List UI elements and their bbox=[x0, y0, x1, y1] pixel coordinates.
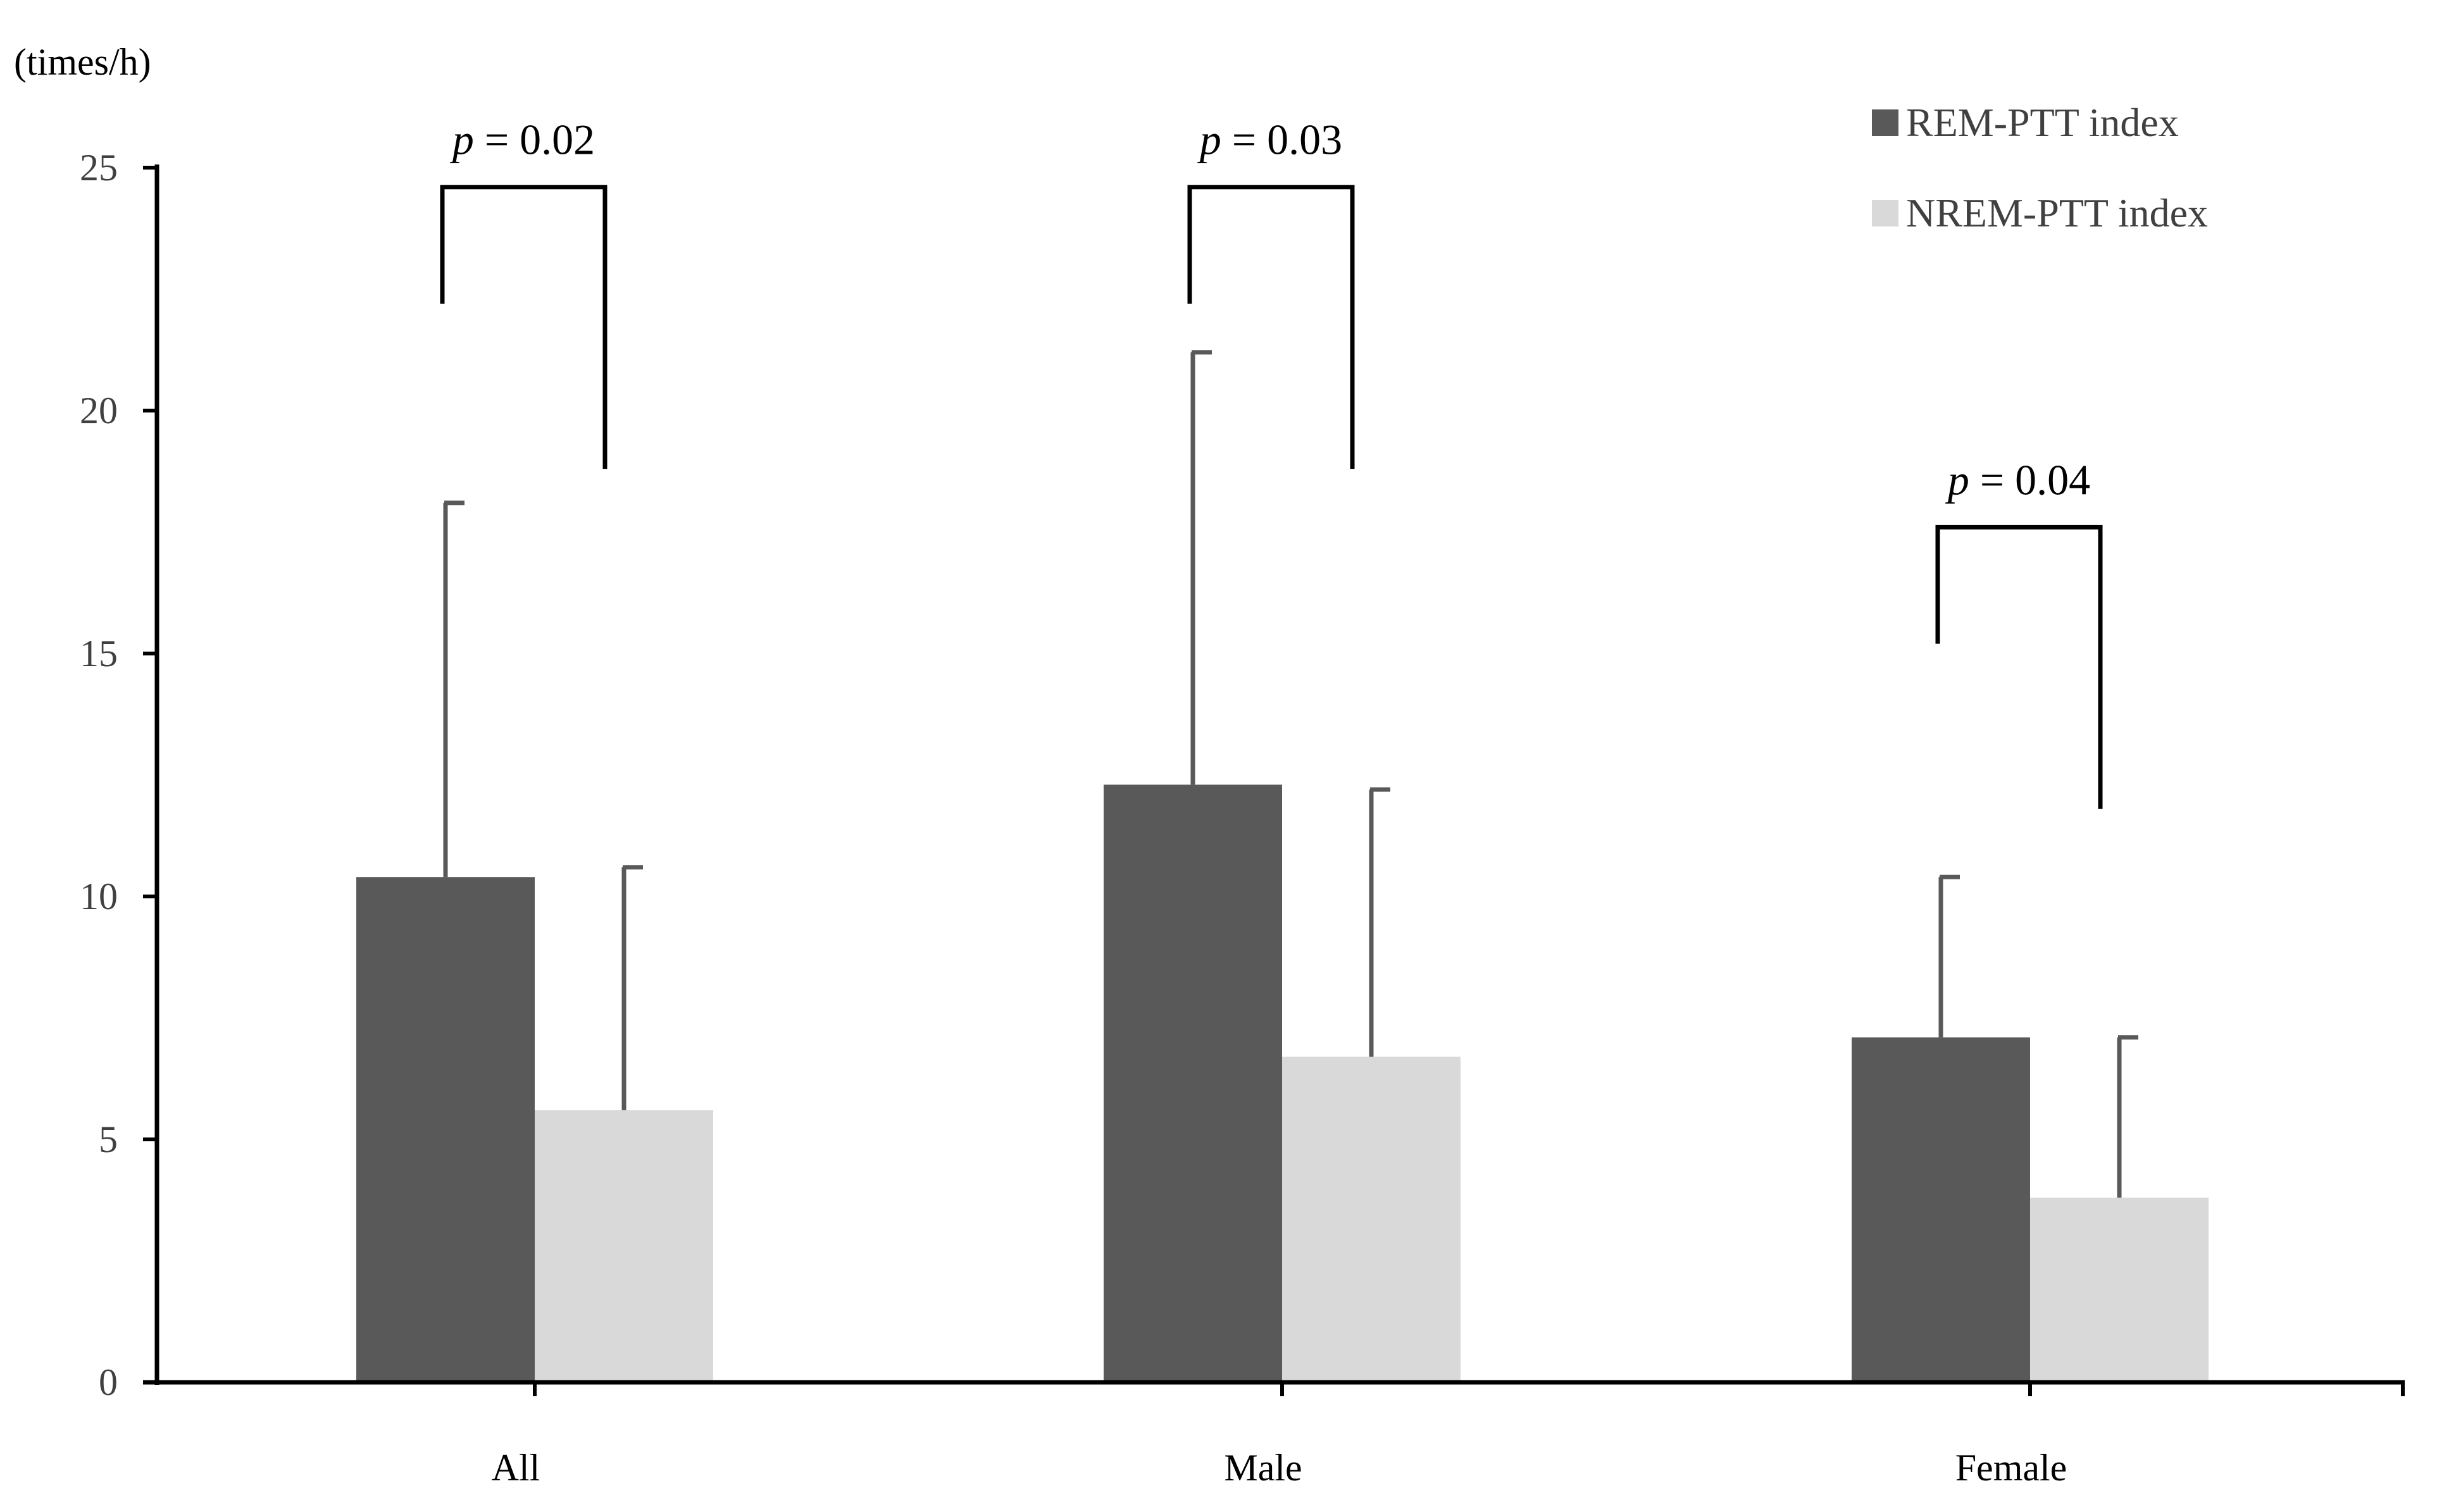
legend-label-rem: REM-PTT index bbox=[1906, 100, 2179, 145]
y-tick-label-15: 15 bbox=[80, 633, 118, 674]
p-symbol: p bbox=[450, 116, 474, 164]
legend-label-nrem: NREM-PTT index bbox=[1906, 190, 2208, 235]
y-tick-label-0: 0 bbox=[99, 1361, 118, 1403]
category-label-female: Female bbox=[1955, 1447, 2067, 1489]
y-tick-label-5: 5 bbox=[99, 1119, 118, 1160]
bar-nrem-female bbox=[2030, 1198, 2209, 1382]
p-value-label-female: p = 0.04 bbox=[1945, 455, 2090, 504]
p-value-label-male: p = 0.03 bbox=[1197, 116, 1342, 164]
legend-swatch-rem bbox=[1872, 109, 1898, 136]
category-label-male: Male bbox=[1224, 1447, 1302, 1489]
p-symbol: p bbox=[1945, 455, 1969, 504]
legend: REM-PTT index NREM-PTT index bbox=[1872, 100, 2208, 235]
p-value: = 0.02 bbox=[474, 116, 595, 164]
category-label-all: All bbox=[492, 1447, 540, 1489]
legend-swatch-nrem bbox=[1872, 200, 1898, 226]
y-tick-label-20: 20 bbox=[80, 390, 118, 431]
y-tick-label-25: 25 bbox=[80, 147, 118, 189]
bar-rem-female bbox=[1852, 1037, 2030, 1382]
significance-bracket-female bbox=[1935, 524, 2103, 809]
bar-rem-all bbox=[356, 877, 535, 1382]
p-value: = 0.03 bbox=[1221, 116, 1342, 164]
p-value: = 0.04 bbox=[1969, 455, 2090, 504]
bar-rem-male bbox=[1104, 784, 1282, 1382]
y-unit-label: (times/h) bbox=[14, 41, 151, 83]
p-value-label-all: p = 0.02 bbox=[450, 116, 595, 164]
y-tick-label-10: 10 bbox=[80, 876, 118, 917]
significance-bracket-male bbox=[1187, 185, 1355, 469]
significance-bracket-all bbox=[440, 185, 608, 469]
p-symbol: p bbox=[1197, 116, 1221, 164]
bar-nrem-all bbox=[535, 1110, 713, 1382]
bar-nrem-male bbox=[1282, 1057, 1461, 1382]
